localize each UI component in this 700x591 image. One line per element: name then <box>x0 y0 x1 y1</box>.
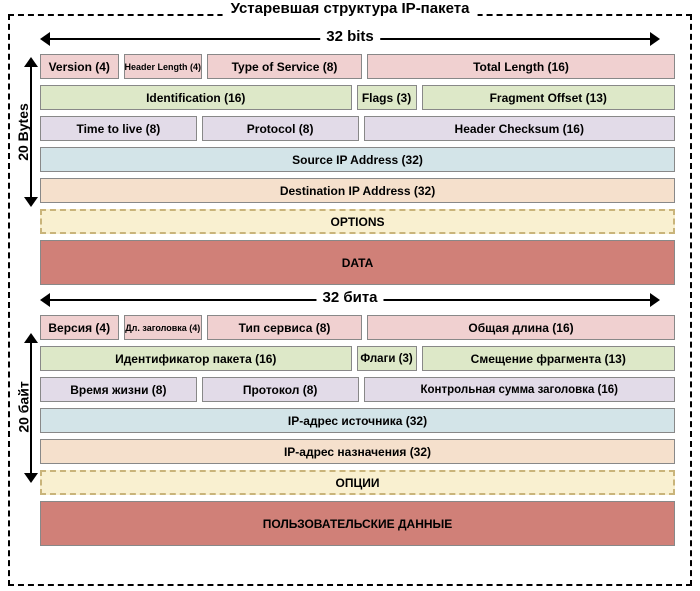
field-cksum: Header Checksum (16) <box>364 116 676 141</box>
bytes-label-ru: 20 байт <box>16 381 32 432</box>
row-6-en: OPTIONS <box>40 209 675 234</box>
row-5-ru: IP-адрес назначения (32) <box>40 439 675 464</box>
row-4-ru: IP-адрес источника (32) <box>40 408 675 433</box>
field-srcip-ru: IP-адрес источника (32) <box>40 408 675 433</box>
field-flags: Flags (3) <box>357 85 417 110</box>
field-hlen: Header Length (4) <box>124 54 203 79</box>
row-1-en: Version (4) Header Length (4) Type of Se… <box>40 54 675 79</box>
width-arrow-en: 32 bits <box>40 30 660 48</box>
row-5-en: Destination IP Address (32) <box>40 178 675 203</box>
field-options-ru: ОПЦИИ <box>40 470 675 495</box>
row-2-ru: Идентификатор пакета (16) Флаги (3) Смещ… <box>40 346 675 371</box>
field-tlen-ru: Общая длина (16) <box>367 315 675 340</box>
bits-label-en: 32 bits <box>320 28 380 45</box>
field-tos-ru: Тип сервиса (8) <box>207 315 362 340</box>
field-dstip: Destination IP Address (32) <box>40 178 675 203</box>
field-data: DATA <box>40 240 675 285</box>
row-1-ru: Версия (4) Дл. заголовка (4) Тип сервиса… <box>40 315 675 340</box>
field-options: OPTIONS <box>40 209 675 234</box>
field-ident-ru: Идентификатор пакета (16) <box>40 346 352 371</box>
field-cksum-ru: Контрольная сумма заголовка (16) <box>364 377 676 402</box>
packet-block-ru: Версия (4) Дл. заголовка (4) Тип сервиса… <box>40 315 675 546</box>
diagram-frame: 32 bits 20 Bytes Version (4) Header Leng… <box>8 14 692 586</box>
row-4-en: Source IP Address (32) <box>40 147 675 172</box>
field-ttl-ru: Время жизни (8) <box>40 377 197 402</box>
field-version: Version (4) <box>40 54 119 79</box>
row-7-ru: ПОЛЬЗОВАТЕЛЬСКИЕ ДАННЫЕ <box>40 501 675 546</box>
row-2-en: Identification (16) Flags (3) Fragment O… <box>40 85 675 110</box>
row-3-ru: Время жизни (8) Протокол (8) Контрольная… <box>40 377 675 402</box>
field-srcip: Source IP Address (32) <box>40 147 675 172</box>
row-3-en: Time to live (8) Protocol (8) Header Che… <box>40 116 675 141</box>
width-arrow-ru: 32 бита <box>40 291 660 309</box>
row-6-ru: ОПЦИИ <box>40 470 675 495</box>
field-frag-ru: Смещение фрагмента (13) <box>422 346 675 371</box>
field-tlen: Total Length (16) <box>367 54 675 79</box>
field-dstip-ru: IP-адрес назначения (32) <box>40 439 675 464</box>
field-hlen-ru: Дл. заголовка (4) <box>124 315 203 340</box>
field-proto-ru: Протокол (8) <box>202 377 359 402</box>
diagram-title: Устаревшая структура IP-пакета <box>223 0 478 17</box>
field-tos: Type of Service (8) <box>207 54 362 79</box>
field-proto: Protocol (8) <box>202 116 359 141</box>
bytes-label-en: 20 Bytes <box>15 103 31 161</box>
field-flags-ru: Флаги (3) <box>357 346 417 371</box>
bits-label-ru: 32 бита <box>316 289 383 306</box>
field-frag: Fragment Offset (13) <box>422 85 675 110</box>
field-ttl: Time to live (8) <box>40 116 197 141</box>
row-7-en: DATA <box>40 240 675 285</box>
field-version-ru: Версия (4) <box>40 315 119 340</box>
field-ident: Identification (16) <box>40 85 352 110</box>
field-data-ru: ПОЛЬЗОВАТЕЛЬСКИЕ ДАННЫЕ <box>40 501 675 546</box>
packet-block-en: Version (4) Header Length (4) Type of Se… <box>40 54 675 285</box>
